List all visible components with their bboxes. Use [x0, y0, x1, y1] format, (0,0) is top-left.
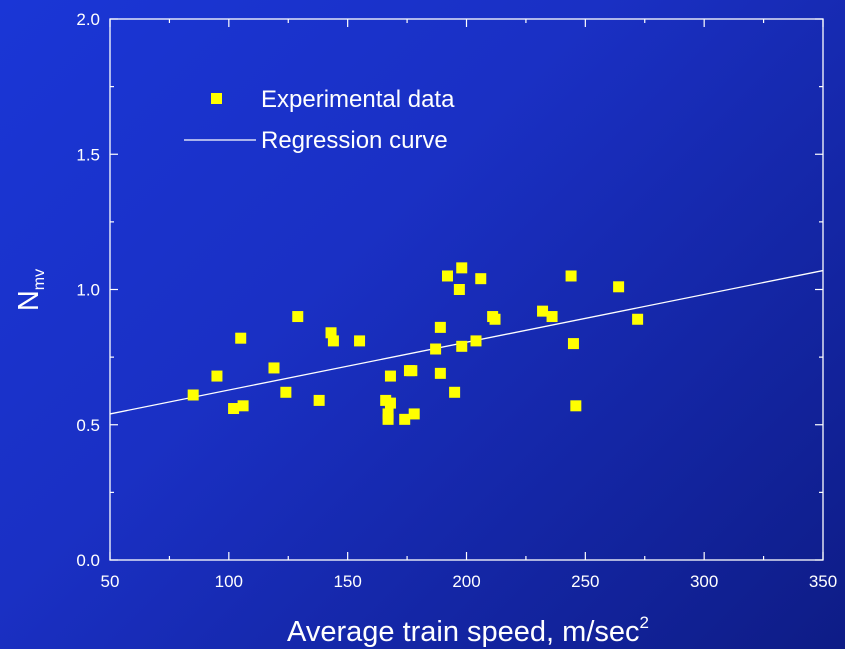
- x-axis-title-superscript: 2: [640, 613, 649, 632]
- data-point: [325, 327, 337, 339]
- data-point: [399, 413, 411, 425]
- x-tick-label: 300: [690, 572, 718, 591]
- data-point: [187, 389, 199, 401]
- axis-ticks: [109, 18, 824, 561]
- data-point: [537, 305, 549, 317]
- data-point: [408, 408, 420, 420]
- y-axis-title: Nmv: [13, 269, 48, 311]
- x-tick-label: 150: [333, 572, 361, 591]
- data-point: [632, 313, 644, 325]
- data-point: [570, 400, 582, 412]
- x-axis-title-text: Average train speed, m/sec: [287, 616, 640, 648]
- data-point: [434, 367, 446, 379]
- data-point: [441, 270, 453, 282]
- data-point: [613, 281, 625, 293]
- y-tick-label: 1.5: [76, 145, 100, 164]
- tick-labels: 50 100 150 200 250 300 350 0.0 0.5 1.0 1.5 2.0: [76, 10, 837, 591]
- y-axis-title-main: N: [13, 290, 45, 311]
- data-point: [456, 340, 468, 352]
- x-tick-label: 50: [101, 572, 120, 591]
- data-point: [434, 321, 446, 333]
- data-point: [327, 335, 339, 347]
- data-point: [406, 365, 418, 377]
- y-axis-title-subscript: mv: [31, 269, 48, 290]
- y-tick-label: 1.0: [76, 281, 100, 300]
- legend-label-regression: Regression curve: [261, 127, 448, 154]
- data-point: [237, 400, 249, 412]
- legend-marker-experimental: [211, 93, 222, 104]
- x-tick-label: 250: [571, 572, 599, 591]
- data-point: [475, 273, 487, 285]
- x-tick-label: 100: [215, 572, 243, 591]
- data-point: [280, 386, 292, 398]
- legend: Experimental data Regression curve: [184, 86, 455, 154]
- data-point: [489, 313, 501, 325]
- x-axis-title: Average train speed, m/sec2: [287, 613, 649, 648]
- data-point: [235, 332, 247, 344]
- data-point: [211, 370, 223, 382]
- data-point: [456, 262, 468, 274]
- y-tick-label: 0.5: [76, 416, 100, 435]
- y-tick-label: 0.0: [76, 551, 100, 570]
- data-point: [268, 362, 280, 374]
- data-point: [228, 403, 240, 415]
- data-point: [449, 386, 461, 398]
- data-point: [565, 270, 577, 282]
- data-point: [546, 311, 558, 323]
- data-points: [187, 262, 644, 425]
- y-tick-label: 2.0: [76, 10, 100, 29]
- x-tick-label: 200: [452, 572, 480, 591]
- data-point: [470, 335, 482, 347]
- data-point: [313, 394, 325, 406]
- data-point: [384, 370, 396, 382]
- x-tick-label: 350: [809, 572, 837, 591]
- data-point: [430, 343, 442, 355]
- data-point: [384, 397, 396, 409]
- data-point: [382, 413, 394, 425]
- data-point: [567, 338, 579, 350]
- data-point: [354, 335, 366, 347]
- data-point: [453, 284, 465, 295]
- legend-label-experimental: Experimental data: [261, 86, 455, 113]
- data-point: [292, 311, 304, 323]
